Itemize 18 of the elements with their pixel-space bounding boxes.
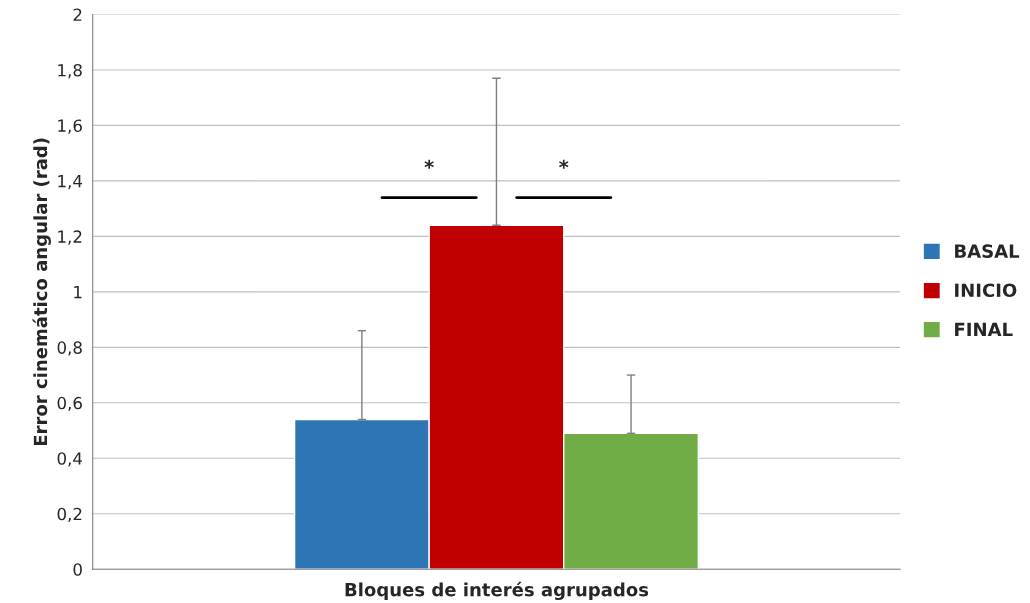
- y-tick-label: 1,4: [58, 175, 83, 190]
- y-tick-label: 1,6: [58, 119, 82, 134]
- y-axis-title: Error cinemático angular (rad): [32, 138, 51, 446]
- y-tick-label: 0,6: [57, 396, 82, 412]
- legend-label: BASAL: [955, 244, 1020, 258]
- y-tick-label: 0,8: [57, 341, 82, 356]
- y-tick-label: 1: [74, 286, 82, 299]
- y-tick-label: 0: [73, 563, 82, 576]
- x-axis-title: Bloques de interés agrupados: [345, 581, 649, 601]
- y-tick-label: 1,2: [58, 230, 82, 245]
- legend-label: FINAL: [955, 322, 1013, 336]
- annotation: *: [559, 159, 569, 169]
- annotation: *: [424, 159, 434, 169]
- y-tick-label: 0,4: [57, 452, 83, 467]
- y-tick-label: 2: [73, 8, 82, 21]
- legend-label: INICIO: [955, 283, 1017, 298]
- y-tick-label: 0,2: [57, 507, 82, 523]
- y-tick-label: 1,8: [58, 63, 82, 79]
